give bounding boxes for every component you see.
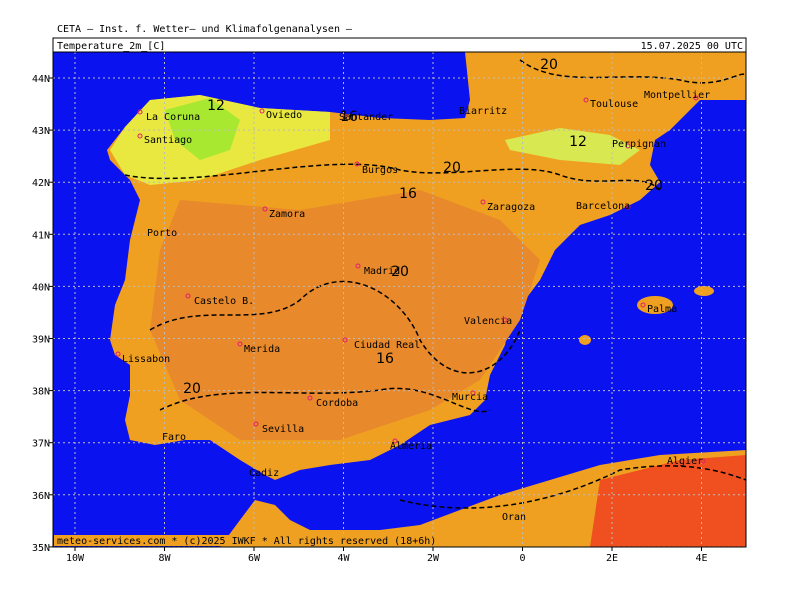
lon-label: 0	[519, 553, 525, 564]
lat-label: 36N	[32, 491, 50, 502]
city-label: Toulouse	[590, 99, 638, 110]
contour-label: 16	[376, 351, 394, 367]
lon-label: 2W	[427, 553, 440, 564]
city-label: Almeria	[390, 441, 432, 452]
contour-label: 20	[183, 381, 201, 397]
lat-label: 41N	[32, 230, 50, 241]
map-area	[53, 52, 746, 547]
contour-label: 16	[399, 186, 417, 202]
city-marker	[640, 302, 646, 308]
lat-label: 40N	[32, 282, 50, 293]
city-label: Burgos	[362, 165, 398, 176]
city-label: Santander	[339, 112, 393, 123]
lon-label: 8W	[158, 553, 171, 564]
city-marker	[137, 133, 143, 139]
city-label: Merida	[244, 344, 280, 355]
contour-label: 20	[391, 264, 409, 280]
city-label: Perpignan	[612, 139, 666, 150]
city-label: Oviedo	[266, 110, 302, 121]
lon-label: 2E	[606, 553, 618, 564]
city-marker	[259, 108, 265, 114]
city-label: Santiago	[144, 135, 192, 146]
city-label: Cordoba	[316, 398, 358, 409]
city-label: Algier	[667, 456, 703, 467]
ibiza	[579, 335, 591, 345]
africa-hot	[590, 455, 746, 547]
city-marker	[137, 109, 143, 115]
city-label: Valencia	[464, 316, 512, 327]
city-label: Lissabon	[122, 354, 170, 365]
city-label: Barcelona	[576, 201, 630, 212]
lon-label: 10W	[66, 553, 85, 564]
contour-label: 16	[340, 109, 358, 125]
contour-label: 12	[569, 134, 587, 150]
city-marker	[253, 421, 259, 427]
city-label: Porto	[147, 228, 177, 239]
city-label: Montpellier	[644, 90, 710, 101]
lat-label: 43N	[32, 126, 50, 137]
parameter: Temperature_2m_[C]	[57, 41, 165, 52]
lat-label: 39N	[32, 335, 50, 346]
lat-label: 38N	[32, 387, 50, 398]
menorca	[694, 286, 714, 296]
city-label: Castelo B.	[194, 296, 254, 307]
city-label: Biarritz	[459, 106, 507, 117]
mallorca	[637, 296, 673, 314]
city-label: Faro	[162, 432, 186, 443]
city-marker	[354, 161, 360, 167]
valid-time: 15.07.2025 00 UTC	[641, 41, 743, 52]
contour-label: 12	[207, 98, 225, 114]
city-marker	[262, 206, 268, 212]
warm-zone	[150, 190, 540, 440]
lat-label: 42N	[32, 178, 50, 189]
city-marker	[185, 293, 191, 299]
pyrenees-cool	[505, 128, 640, 165]
map-frame	[52, 51, 747, 548]
city-label: La Coruna	[146, 112, 200, 123]
lon-label: 4W	[337, 553, 350, 564]
contour-label: 20	[645, 178, 663, 194]
footer: meteo-services.com * (c)2025 IWKF * All …	[57, 536, 436, 547]
contour-label: 20	[540, 57, 558, 73]
city-label: Zamora	[269, 209, 305, 220]
lon-label: 4E	[695, 553, 707, 564]
city-label: Sevilla	[262, 424, 304, 435]
lat-label: 44N	[32, 74, 50, 85]
contour-label: 20	[443, 160, 461, 176]
city-marker	[355, 263, 361, 269]
city-marker	[480, 199, 486, 205]
city-marker	[693, 95, 699, 101]
lon-label: 6W	[248, 553, 261, 564]
city-label: Zaragoza	[487, 202, 535, 213]
city-marker	[502, 317, 508, 323]
city-marker	[625, 143, 631, 149]
city-label: Cadiz	[249, 468, 279, 479]
city-marker	[625, 204, 631, 210]
city-marker	[700, 458, 706, 464]
city-marker	[342, 113, 348, 119]
city-marker	[392, 438, 398, 444]
city-label: Oran	[502, 512, 526, 523]
lat-label: 37N	[32, 439, 50, 450]
city-label: Murcia	[452, 392, 488, 403]
isotherms	[124, 59, 746, 509]
lat-label: 35N	[32, 543, 50, 554]
city-marker	[237, 341, 243, 347]
source-title: CETA – Inst. f. Wetter– und Klimafolgena…	[57, 24, 353, 35]
city-label: Ciudad Real	[354, 340, 420, 351]
city-label: Palma	[647, 304, 677, 315]
city-marker	[342, 337, 348, 343]
footer-box	[54, 535, 424, 546]
city-marker	[115, 351, 121, 357]
city-label: Madrid	[364, 266, 400, 277]
cool-zone	[165, 98, 240, 160]
city-marker	[470, 390, 476, 396]
city-marker	[583, 97, 589, 103]
city-marker	[307, 395, 313, 401]
